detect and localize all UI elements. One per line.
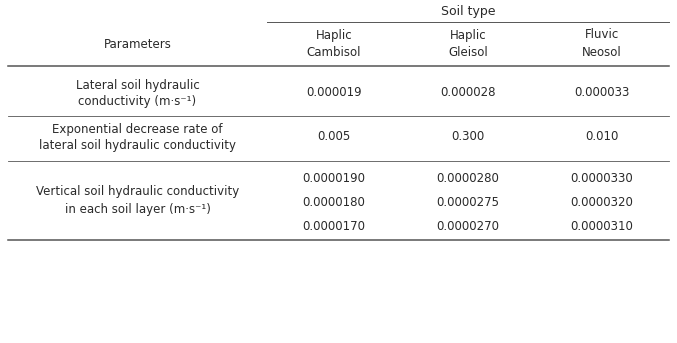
Text: 0.0000275: 0.0000275 (437, 196, 500, 209)
Text: 0.010: 0.010 (586, 130, 619, 143)
Text: 0.0000170: 0.0000170 (303, 220, 366, 233)
Text: 0.0000330: 0.0000330 (571, 172, 634, 185)
Text: 0.300: 0.300 (452, 130, 485, 143)
Text: 0.0000190: 0.0000190 (303, 172, 366, 185)
Text: Vertical soil hydraulic conductivity: Vertical soil hydraulic conductivity (36, 186, 239, 199)
Text: 0.0000280: 0.0000280 (437, 172, 500, 185)
Text: Lateral soil hydraulic: Lateral soil hydraulic (76, 79, 199, 92)
Text: Fluvic: Fluvic (585, 28, 619, 42)
Text: Neosol: Neosol (582, 46, 622, 59)
Text: Soil type: Soil type (441, 5, 496, 19)
Text: Exponential decrease rate of: Exponential decrease rate of (52, 122, 223, 135)
Text: Haplic: Haplic (315, 28, 352, 42)
Text: 0.0000310: 0.0000310 (571, 220, 634, 233)
Text: Parameters: Parameters (104, 37, 171, 50)
Text: conductivity (m·s⁻¹): conductivity (m·s⁻¹) (79, 95, 196, 107)
Text: Gleisol: Gleisol (448, 46, 488, 59)
Text: 0.000019: 0.000019 (306, 86, 362, 99)
Text: in each soil layer (m·s⁻¹): in each soil layer (m·s⁻¹) (64, 203, 211, 216)
Text: 0.0000180: 0.0000180 (303, 196, 366, 209)
Text: Cambisol: Cambisol (307, 46, 362, 59)
Text: Haplic: Haplic (450, 28, 486, 42)
Text: 0.005: 0.005 (318, 130, 351, 143)
Text: 0.000033: 0.000033 (574, 86, 630, 99)
Text: 0.0000270: 0.0000270 (437, 220, 500, 233)
Text: 0.0000320: 0.0000320 (571, 196, 634, 209)
Text: lateral soil hydraulic conductivity: lateral soil hydraulic conductivity (39, 139, 236, 152)
Text: 0.000028: 0.000028 (440, 86, 496, 99)
